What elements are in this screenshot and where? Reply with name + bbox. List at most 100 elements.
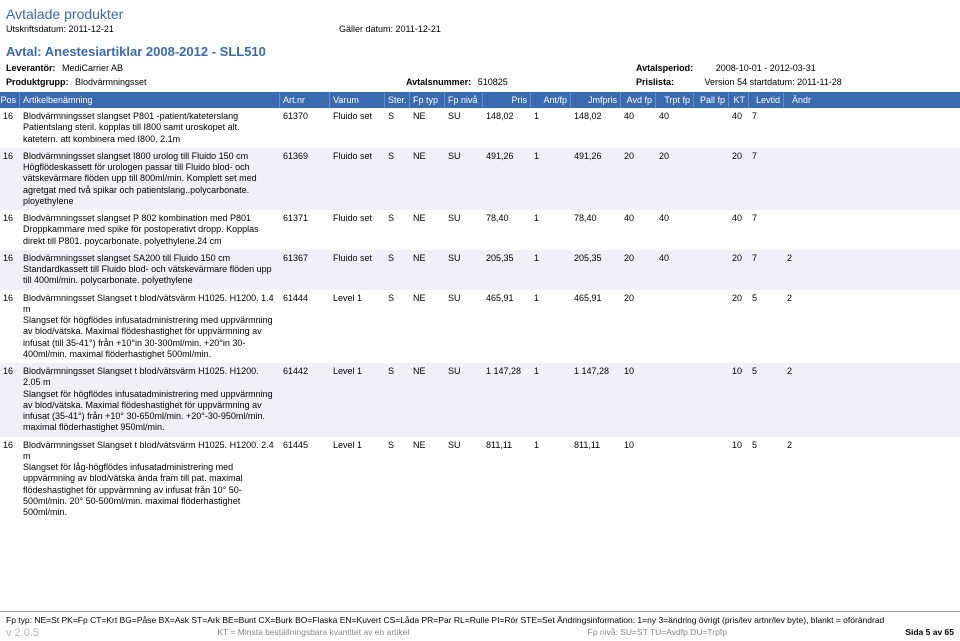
col-pos: Pos (0, 92, 20, 108)
cell-artnr: 61370 (280, 111, 330, 145)
cell-fptyp: NE (410, 253, 445, 287)
supplier-value: MediCarrier AB (62, 63, 123, 73)
page-footer: Fp typ: NE=St PK=Fp CT=Krt BG=Påse BX=As… (0, 611, 960, 641)
cell-levtid: 5 (749, 293, 784, 361)
cell-pos: 16 (0, 213, 20, 247)
cell-pris: 465,91 (483, 293, 531, 361)
valid-date-label: Gäller datum: (339, 24, 393, 34)
cell-pall (694, 366, 729, 434)
cell-fpniva: SU (445, 293, 483, 361)
cell-pos: 16 (0, 440, 20, 519)
cell-pris: 1 147,28 (483, 366, 531, 434)
cell-pos: 16 (0, 293, 20, 361)
cell-jmf: 811,11 (571, 440, 621, 519)
cell-varum: Fluido set (330, 253, 385, 287)
cell-antfp: 1 (531, 151, 571, 207)
cell-andr (784, 151, 814, 207)
cell-varum: Fluido set (330, 151, 385, 207)
col-fpniva: Fp nivå (445, 92, 483, 108)
cell-antfp: 1 (531, 213, 571, 247)
table-row: 16Blodvärmningsset slangset SA200 till F… (0, 250, 960, 290)
cell-avdfp: 20 (621, 151, 656, 207)
cell-jmf: 148,02 (571, 111, 621, 145)
cell-kt: 40 (729, 111, 749, 145)
cell-pall (694, 111, 729, 145)
cell-pris: 491,26 (483, 151, 531, 207)
cell-avdfp: 10 (621, 440, 656, 519)
supplier-label: Leverantör: (6, 63, 56, 73)
cell-jmf: 205,35 (571, 253, 621, 287)
footer-fpniva: Fp nivå: SU=ST TU=Avdfp DU=Trpfp (588, 627, 727, 639)
col-fptyp: Fp typ (410, 92, 445, 108)
col-jmf: Jmfpris (571, 92, 621, 108)
print-date-row: Utskriftsdatum: 2011-12-21 Gäller datum:… (0, 24, 960, 40)
cell-pall (694, 151, 729, 207)
print-date-value: 2011-12-21 (69, 24, 114, 34)
table-header: Pos Artikelbenämning Art.nr Varum Ster. … (0, 92, 960, 108)
cell-pos: 16 (0, 111, 20, 145)
cell-antfp: 1 (531, 440, 571, 519)
cell-avdfp: 40 (621, 213, 656, 247)
cell-ster: S (385, 213, 410, 247)
cell-ster: S (385, 293, 410, 361)
cell-andr (784, 111, 814, 145)
avtalsnr-value: 510825 (478, 77, 508, 87)
cell-avdfp: 20 (621, 253, 656, 287)
cell-pall (694, 213, 729, 247)
cell-fptyp: NE (410, 366, 445, 434)
cell-ster: S (385, 440, 410, 519)
col-ster: Ster. (385, 92, 410, 108)
page-title: Avtalade produkter (0, 0, 960, 24)
table-row: 16Blodvärmningsset slangset P 802 kombin… (0, 210, 960, 250)
table-row: 16Blodvärmningsset Slangset t blod/vätsv… (0, 290, 960, 364)
cell-kt: 10 (729, 440, 749, 519)
cell-pall (694, 440, 729, 519)
cell-levtid: 5 (749, 440, 784, 519)
col-pall: Pall fp (694, 92, 729, 108)
col-kt: KT (729, 92, 749, 108)
col-avdfp: Avd fp (621, 92, 656, 108)
cell-fptyp: NE (410, 293, 445, 361)
cell-jmf: 491,26 (571, 151, 621, 207)
table-row: 16Blodvärmningsset Slangset t blod/vätsv… (0, 363, 960, 437)
cell-fptyp: NE (410, 111, 445, 145)
cell-levtid: 7 (749, 253, 784, 287)
cell-pris: 205,35 (483, 253, 531, 287)
cell-varum: Fluido set (330, 111, 385, 145)
cell-pris: 811,11 (483, 440, 531, 519)
cell-pris: 78,40 (483, 213, 531, 247)
cell-avdfp: 20 (621, 293, 656, 361)
cell-trpt (656, 293, 694, 361)
cell-artnr: 61369 (280, 151, 330, 207)
avtalsnr-label: Avtalsnummer: (406, 77, 471, 87)
cell-ster: S (385, 366, 410, 434)
cell-trpt (656, 440, 694, 519)
cell-desc: Blodvärmningsset slangset P801 -patient/… (20, 111, 280, 145)
cell-ster: S (385, 111, 410, 145)
cell-jmf: 1 147,28 (571, 366, 621, 434)
footer-kt: KT = Minsta beställningsbara kvantitet a… (217, 627, 409, 639)
period-label: Avtalsperiod: (636, 63, 693, 73)
cell-kt: 20 (729, 293, 749, 361)
table-row: 16Blodvärmningsset Slangset t blod/vätsv… (0, 437, 960, 522)
cell-artnr: 61444 (280, 293, 330, 361)
cell-pos: 16 (0, 366, 20, 434)
col-antfp: Ant/fp (531, 92, 571, 108)
cell-fptyp: NE (410, 213, 445, 247)
prislista-value: Version 54 startdatum: 2011-11-28 (705, 77, 842, 87)
cell-fpniva: SU (445, 111, 483, 145)
cell-ster: S (385, 253, 410, 287)
cell-avdfp: 40 (621, 111, 656, 145)
cell-desc: Blodvärmningsset slangset I800 urolog ti… (20, 151, 280, 207)
cell-pris: 148,02 (483, 111, 531, 145)
cell-levtid: 7 (749, 111, 784, 145)
cell-andr: 2 (784, 366, 814, 434)
col-desc: Artikelbenämning (20, 92, 280, 108)
cell-trpt: 20 (656, 151, 694, 207)
cell-trpt: 40 (656, 111, 694, 145)
cell-ster: S (385, 151, 410, 207)
cell-andr: 2 (784, 293, 814, 361)
table-row: 16Blodvärmningsset slangset I800 urolog … (0, 148, 960, 210)
cell-kt: 20 (729, 151, 749, 207)
cell-artnr: 61367 (280, 253, 330, 287)
